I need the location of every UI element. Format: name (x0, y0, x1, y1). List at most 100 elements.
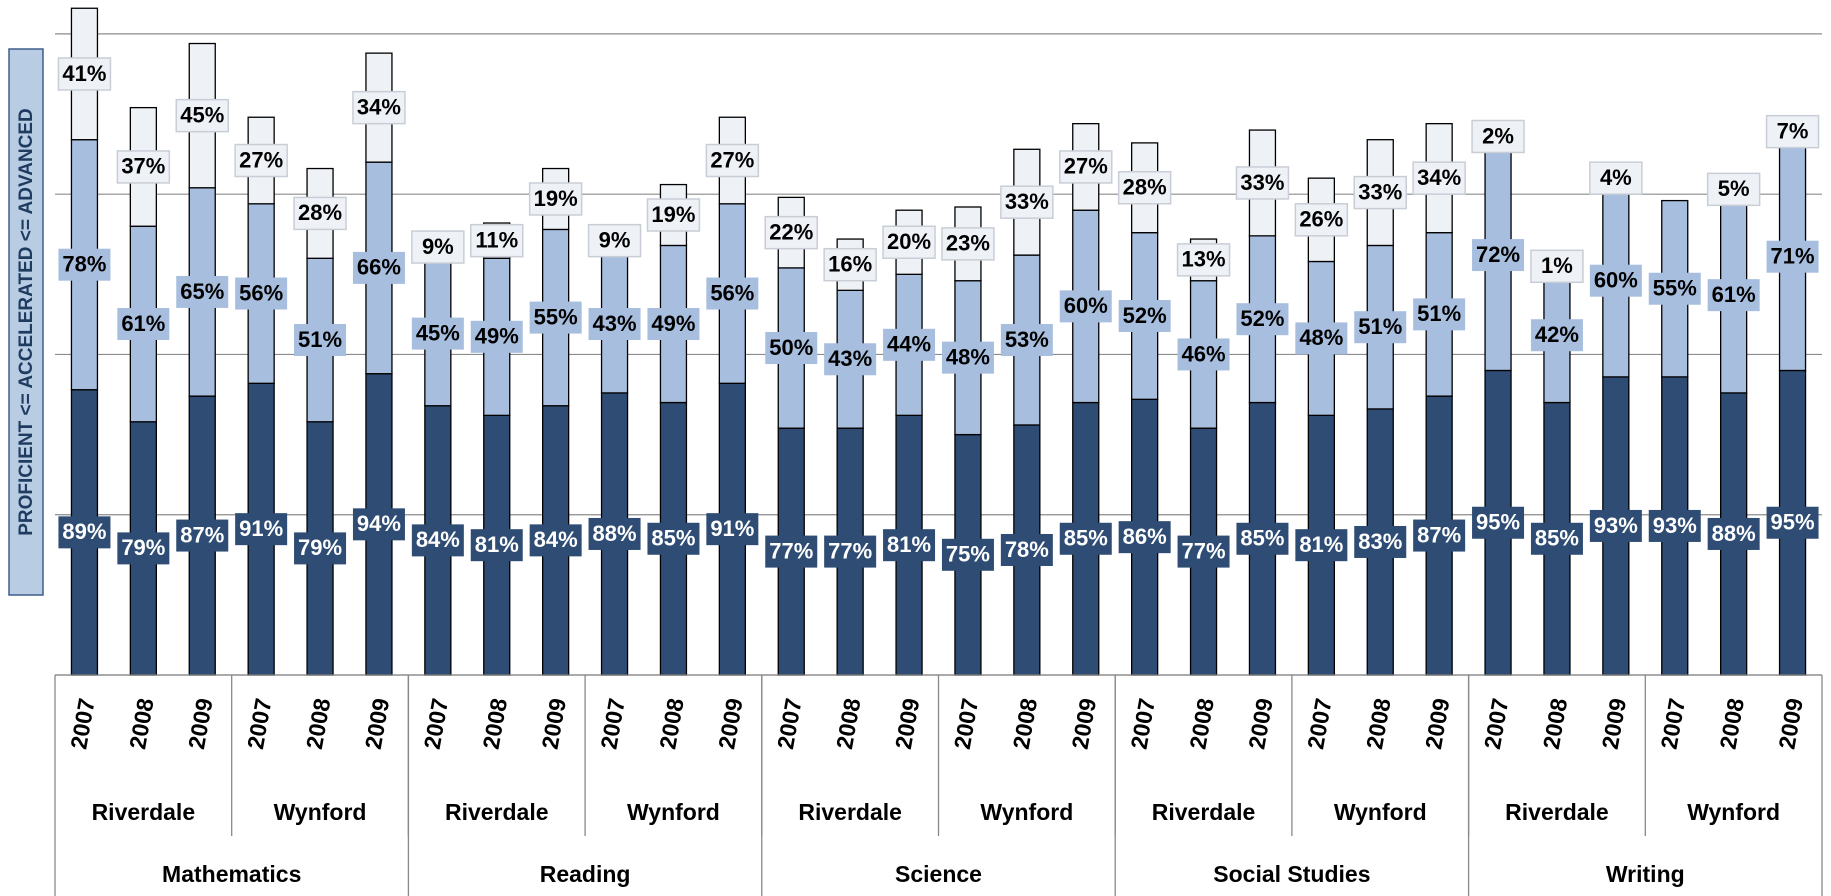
data-label: 91% (239, 516, 283, 541)
data-label-box (705, 143, 760, 178)
y-label-group: PROFICIENT <= ACCELERATED <= ADVANCED (8, 48, 44, 596)
data-label: 4% (1600, 165, 1632, 190)
data-label-box (1412, 161, 1466, 195)
data-label: 49% (475, 324, 519, 349)
data-label: 19% (651, 202, 695, 227)
data-label: 60% (1594, 268, 1638, 293)
data-label: 33% (1240, 170, 1284, 195)
data-label: 77% (769, 538, 813, 563)
x-tick-label: 2009 (537, 696, 571, 751)
subject-label: Science (895, 861, 982, 887)
data-label-box (1707, 517, 1760, 550)
data-label-box (293, 196, 347, 231)
data-label-box (941, 538, 994, 571)
x-tick-label: 2008 (301, 696, 336, 751)
data-label-box (411, 524, 464, 557)
data-label-box (1471, 119, 1525, 154)
data-label: 50% (769, 335, 813, 360)
data-label-box (529, 524, 582, 557)
x-tick-label: 2009 (1243, 696, 1277, 751)
data-label: 85% (1535, 526, 1579, 551)
data-label-box (411, 230, 465, 264)
x-tick-label: 2007 (419, 696, 453, 751)
data-label: 13% (1182, 247, 1226, 272)
school-label: Riverdale (798, 799, 902, 825)
data-label-box (58, 248, 111, 281)
x-tick-label: 2009 (1773, 696, 1807, 751)
data-label: 45% (180, 102, 224, 127)
data-label-box (588, 517, 641, 550)
data-label: 56% (239, 280, 283, 305)
data-label: 79% (121, 535, 165, 560)
x-tick-label: 2008 (1715, 696, 1750, 751)
data-label: 16% (828, 252, 872, 277)
data-label: 20% (887, 229, 931, 254)
data-label: 61% (1712, 282, 1756, 307)
data-label: 95% (1771, 510, 1815, 535)
data-label: 9% (599, 227, 631, 252)
data-label: 87% (1417, 522, 1461, 547)
data-label: 61% (121, 311, 165, 336)
data-label: 27% (710, 147, 754, 172)
data-label: 19% (534, 186, 578, 211)
data-label-box (1177, 535, 1230, 568)
data-label-box (646, 198, 701, 232)
data-label-box (1648, 272, 1701, 305)
data-label-box (1589, 161, 1643, 195)
data-label-box (1059, 522, 1112, 555)
data-label: 53% (1005, 327, 1049, 352)
data-label: 65% (180, 279, 224, 304)
x-tick-label: 2008 (124, 696, 159, 751)
data-label: 77% (828, 538, 872, 563)
data-label: 51% (298, 327, 342, 352)
x-tick-label: 2007 (1479, 696, 1513, 751)
data-label-box (1295, 322, 1348, 355)
data-label: 11% (475, 227, 518, 252)
x-tick-label: 2008 (478, 696, 513, 751)
data-label-box (1706, 172, 1761, 207)
data-label: 42% (1535, 322, 1579, 347)
x-tick-label: 2009 (1067, 696, 1101, 751)
school-label: Wynford (980, 799, 1073, 825)
subject-label: Reading (540, 861, 631, 887)
x-tick-label: 2009 (1420, 696, 1454, 751)
data-label-box (1236, 303, 1289, 336)
data-label-box (1648, 509, 1701, 542)
data-label: 33% (1005, 189, 1049, 214)
data-label-box (883, 328, 936, 361)
data-label-box (706, 277, 759, 310)
data-label: 2% (1482, 123, 1514, 148)
subject-label: Social Studies (1213, 861, 1370, 887)
x-tick-label: 2008 (1008, 696, 1043, 751)
data-label-box (823, 247, 877, 282)
x-tick-label: 2007 (1302, 696, 1336, 751)
x-tick-label: 2008 (654, 696, 689, 751)
data-label-box (764, 215, 818, 250)
x-tick-label: 2009 (360, 696, 394, 751)
school-label: Wynford (627, 799, 720, 825)
data-label-box (116, 150, 171, 184)
data-label-box (1118, 299, 1171, 332)
data-label: 51% (1358, 314, 1402, 339)
data-label: 1% (1541, 253, 1573, 278)
data-label: 78% (1005, 537, 1049, 562)
x-tick-label: 2007 (595, 696, 629, 751)
data-label: 91% (710, 516, 754, 541)
data-label-box (824, 343, 877, 376)
data-label-box (941, 341, 994, 374)
school-label: Riverdale (445, 799, 549, 825)
data-label-box (1766, 506, 1819, 539)
school-label: Wynford (274, 799, 367, 825)
data-label: 55% (534, 304, 578, 329)
data-label: 9% (422, 234, 454, 259)
data-label: 78% (62, 252, 106, 277)
data-label-box (176, 519, 229, 552)
data-label-box (882, 225, 936, 260)
data-label: 72% (1476, 242, 1520, 267)
x-tick-label: 2009 (713, 696, 747, 751)
data-label-box (824, 535, 877, 568)
data-label-box (1353, 175, 1407, 210)
data-label: 87% (180, 522, 224, 547)
data-label: 75% (946, 542, 990, 567)
